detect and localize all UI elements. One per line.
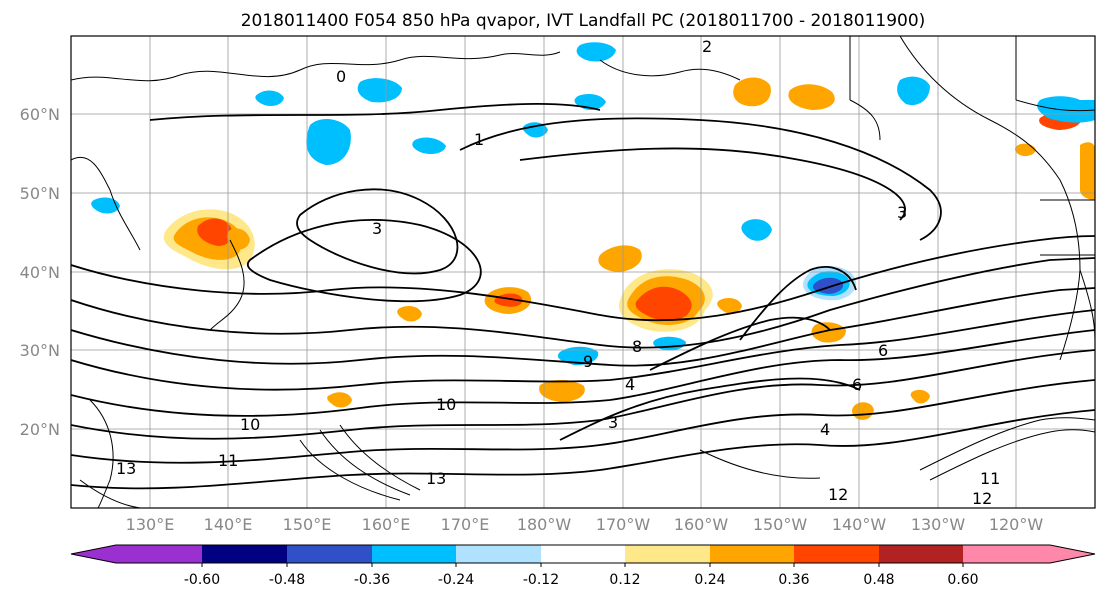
contour-label-11: 11 bbox=[218, 451, 238, 470]
contour-label-13b: 13 bbox=[426, 469, 446, 488]
contour-labels: 0 1 2 3 3 3 4 4 6 6 8 9 10 10 11 11 12 1… bbox=[116, 37, 1000, 508]
lat-label-20: 20°N bbox=[20, 420, 60, 439]
figure-title: 2018011400 F054 850 hPa qvapor, IVT Land… bbox=[241, 11, 926, 31]
coastlines bbox=[71, 36, 1095, 508]
contour-label-13: 13 bbox=[116, 459, 136, 478]
colorbar-segment-9 bbox=[879, 545, 963, 563]
contour-label-10: 10 bbox=[436, 395, 456, 414]
contour-label-3b: 3 bbox=[897, 203, 907, 222]
colorbar-segment-10 bbox=[963, 545, 1095, 563]
colorbar-tick-7: 0.36 bbox=[778, 572, 809, 588]
contour-label-9: 9 bbox=[583, 352, 593, 371]
ivt-thin-contours bbox=[79, 417, 1095, 508]
contour-label-6: 6 bbox=[878, 341, 888, 360]
lon-label-170e: 170°E bbox=[441, 515, 490, 534]
colorbar-tick-8: 0.48 bbox=[863, 572, 894, 588]
lon-label-150w: 150°W bbox=[753, 515, 808, 534]
contour-label-10b: 10 bbox=[240, 415, 260, 434]
colorbar-segment-0 bbox=[71, 545, 202, 563]
ivt-contours bbox=[71, 103, 1095, 490]
lon-label-180w: 180°W bbox=[517, 515, 572, 534]
colorbar-segment-1 bbox=[202, 545, 287, 563]
colorbar-segment-4 bbox=[456, 545, 541, 563]
contour-label-2: 2 bbox=[702, 37, 712, 56]
lon-label-140e: 140°E bbox=[204, 515, 253, 534]
lon-label-120w: 120°W bbox=[989, 515, 1044, 534]
colorbar-segment-7 bbox=[710, 545, 794, 563]
lon-label-160e: 160°E bbox=[362, 515, 411, 534]
colorbar-tick-5: 0.12 bbox=[609, 572, 640, 588]
contour-label-8: 8 bbox=[632, 337, 642, 356]
lon-label-160w: 160°W bbox=[674, 515, 729, 534]
contour-label-12b: 12 bbox=[972, 489, 992, 508]
contour-label-4b: 4 bbox=[820, 420, 830, 439]
lon-label-150e: 150°E bbox=[283, 515, 332, 534]
contour-label-12: 12 bbox=[828, 485, 848, 504]
colorbar-tick-0: -0.60 bbox=[184, 572, 220, 588]
colorbar-segment-6 bbox=[625, 545, 710, 563]
latitude-labels: 60°N 50°N 40°N 30°N 20°N bbox=[20, 105, 60, 439]
lat-label-50: 50°N bbox=[20, 184, 60, 203]
colorbar-tick-9: 0.60 bbox=[947, 572, 978, 588]
contour-label-3: 3 bbox=[372, 219, 382, 238]
colorbar-segment-5 bbox=[541, 545, 625, 563]
contour-label-11b: 11 bbox=[980, 469, 1000, 488]
lat-label-30: 30°N bbox=[20, 341, 60, 360]
contour-label-4: 4 bbox=[625, 375, 635, 394]
colorbar-tick-1: -0.48 bbox=[269, 572, 305, 588]
qvapor-shading bbox=[91, 42, 1095, 420]
lat-label-60: 60°N bbox=[20, 105, 60, 124]
colorbar-tick-3: -0.24 bbox=[438, 572, 474, 588]
colorbar-segment-2 bbox=[287, 545, 372, 563]
contour-label-6b: 6 bbox=[852, 375, 862, 394]
contour-label-1: 1 bbox=[474, 130, 484, 149]
colorbar-tick-6: 0.24 bbox=[694, 572, 725, 588]
colorbar: -0.60 -0.48 -0.36 -0.24 -0.12 0.12 0.24 … bbox=[70, 544, 1096, 588]
map-panel: 0 1 2 3 3 3 4 4 6 6 8 9 10 10 11 11 12 1… bbox=[70, 35, 1096, 509]
colorbar-tick-4: -0.12 bbox=[523, 572, 559, 588]
lat-label-40: 40°N bbox=[20, 263, 60, 282]
colorbar-segment-8 bbox=[794, 545, 879, 563]
colorbar-segment-3 bbox=[372, 545, 456, 563]
contour-label-0: 0 bbox=[336, 67, 346, 86]
lon-label-130e: 130°E bbox=[126, 515, 175, 534]
contour-label-3c: 3 bbox=[608, 413, 618, 432]
longitude-labels: 130°E 140°E 150°E 160°E 170°E 180°W 170°… bbox=[126, 515, 1044, 534]
lon-label-140w: 140°W bbox=[832, 515, 887, 534]
colorbar-tick-2: -0.36 bbox=[354, 572, 390, 588]
lon-label-170w: 170°W bbox=[596, 515, 651, 534]
lon-label-130w: 130°W bbox=[911, 515, 966, 534]
